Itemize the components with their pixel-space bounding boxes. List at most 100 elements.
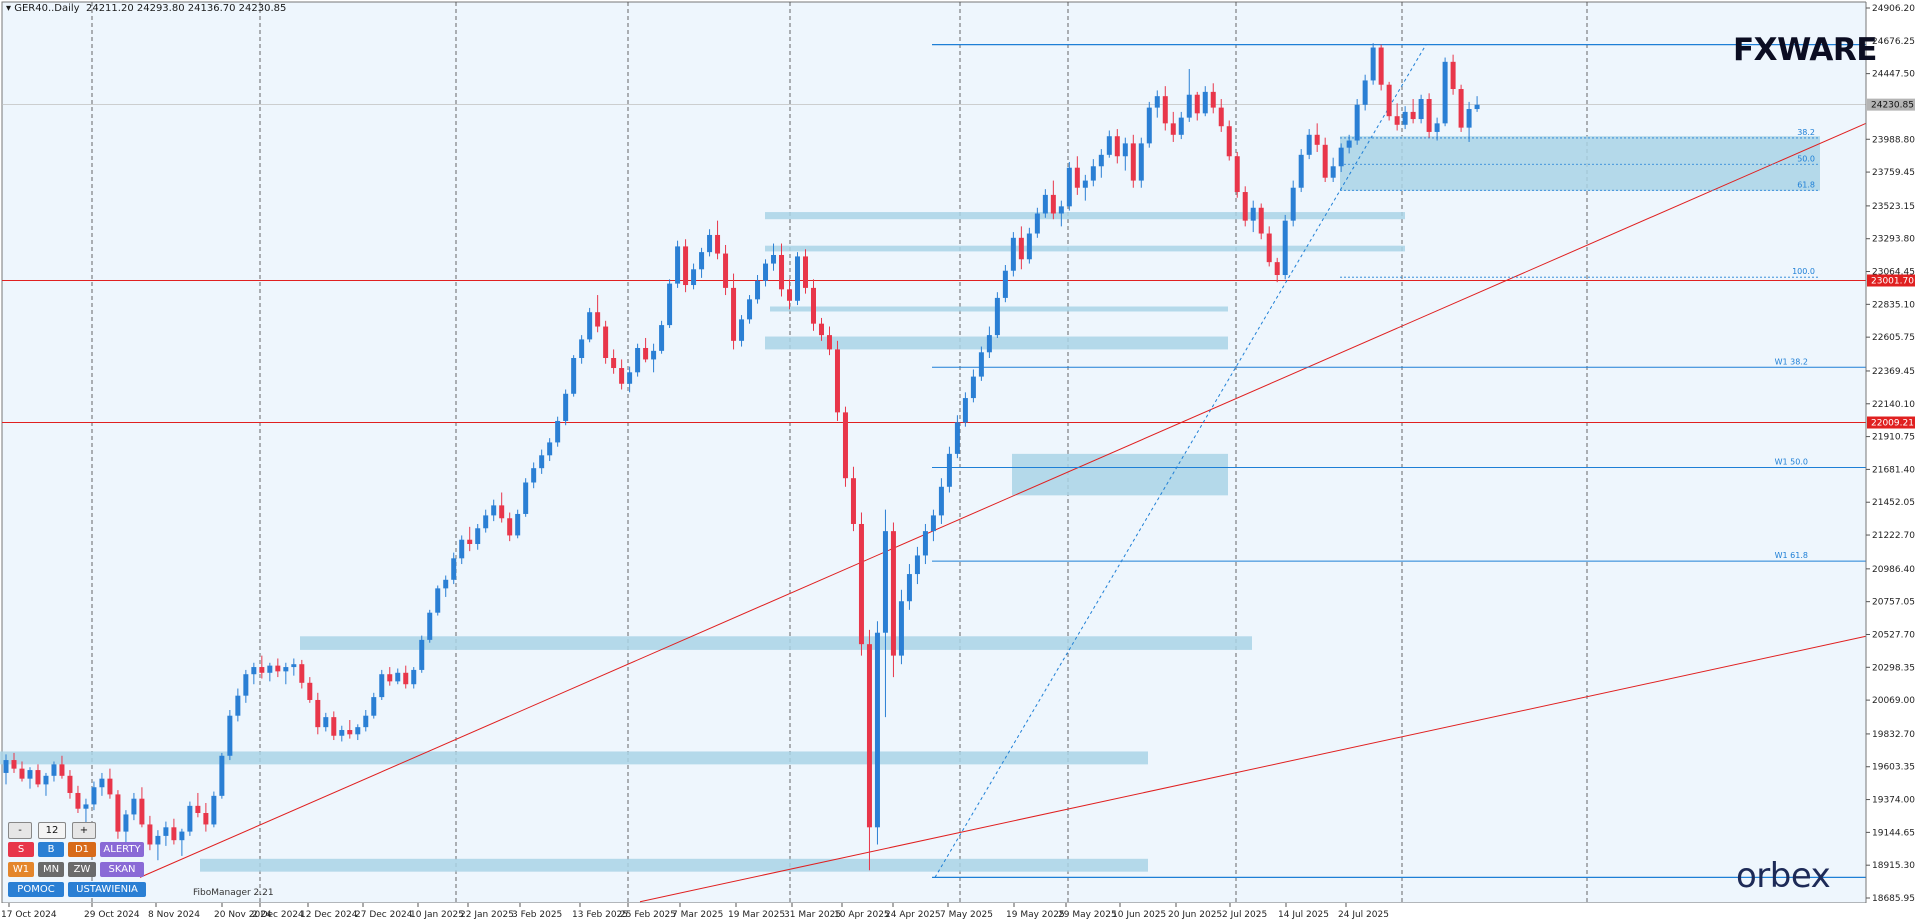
candle-bearish [803,256,808,288]
time-tick-label: 2 Jul 2025 [1222,910,1267,920]
candle-bearish [307,682,313,700]
candle-bullish [443,579,449,589]
candle-bearish [1266,233,1272,263]
w1-button[interactable]: W1 [8,862,34,877]
settings-button[interactable]: USTAWIENIA [68,882,146,897]
price-axis-background [1866,0,1915,922]
candle-bullish [99,778,105,788]
candle-bullish [219,755,225,796]
candle-bearish [171,827,177,841]
candle-bearish [1242,192,1248,221]
candle-bullish [523,482,529,514]
candle-bullish [763,263,769,281]
candle-bullish [1122,143,1128,157]
candle-bullish [1090,166,1096,181]
candle-bearish [1386,84,1392,117]
candle-bullish [635,347,641,373]
candle-bearish [818,323,824,336]
fib-retracement-label: 100.0 [1792,267,1815,276]
plus-button[interactable]: + [72,822,96,839]
price-tick-label: 24906.20 [1872,4,1915,14]
candle-bullish [755,280,761,300]
time-tick-label: 19 May 2025 [1006,910,1065,920]
candle-bearish [115,794,121,832]
candle-bullish [339,730,345,736]
mn-button[interactable]: MN [38,862,64,877]
candle-bearish [1194,94,1200,114]
d1-button[interactable]: D1 [68,842,96,857]
buy-button[interactable]: B [38,842,64,857]
candle-bearish [59,764,65,776]
time-tick-label: 14 Jul 2025 [1278,910,1329,920]
candle-bullish [419,639,425,670]
candle-bearish [11,760,17,769]
candle-bullish [1346,140,1352,148]
candle-bullish [531,468,537,483]
candle-bullish [1362,80,1368,105]
minus-button[interactable]: - [8,822,32,839]
price-tick-label: 19374.00 [1872,796,1915,806]
scan-button[interactable]: SKAN [100,862,144,877]
candle-bearish [595,312,601,327]
candle-bullish [874,632,880,828]
price-tick-label: 23064.45 [1872,268,1915,278]
time-tick-label: 29 May 2025 [1058,910,1117,920]
red-level-tag: 22009.21 [1871,419,1914,429]
candle-bullish [3,760,9,773]
candle-bearish [858,523,864,645]
candle-bullish [491,505,497,516]
price-tick-label: 19603.35 [1872,763,1915,773]
weekly-fib-label: W1 61.8 [1775,551,1808,560]
sell-button[interactable]: S [8,842,34,857]
price-tick-label: 23293.80 [1872,235,1915,245]
candle-bearish [1458,89,1464,128]
time-tick-label: 24 Apr 2025 [885,910,941,920]
candle-bullish [1298,154,1304,188]
candle-bullish [227,715,233,756]
price-tick-label: 22835.10 [1872,300,1915,310]
candle-bullish [882,531,888,633]
time-tick-label: 3 Feb 2025 [512,910,562,920]
candle-bearish [203,813,209,825]
price-tick-label: 23523.15 [1872,202,1915,212]
candle-bearish [1274,262,1280,276]
zw-button[interactable]: ZW [68,862,96,877]
candle-bearish [834,349,840,413]
candle-bearish [1450,61,1456,90]
help-button[interactable]: POMOC [8,882,64,897]
candle-bullish [1434,123,1440,132]
candle-bearish [1226,126,1232,157]
candle-bearish [387,674,393,682]
collapse-arrow-icon[interactable]: ▾ [6,3,15,14]
time-tick-label: 7 Mar 2025 [672,910,723,920]
price-tick-label: 20069.00 [1872,696,1915,706]
time-tick-label: 8 Nov 2024 [148,910,200,920]
candle-bearish [499,505,505,519]
price-tick-label: 21681.40 [1872,465,1915,475]
time-tick-label: 10 Apr 2025 [834,910,890,920]
candle-bearish [1410,111,1416,120]
candle-bullish [946,453,952,487]
candle-bullish [1106,136,1112,155]
candle-bullish [1066,167,1072,207]
candle-bullish [267,665,273,673]
support-resistance-zone [1012,453,1228,496]
candle-bearish [67,775,73,793]
candle-bearish [826,335,832,350]
count-field[interactable]: 12 [38,822,66,839]
candle-bearish [1378,47,1384,85]
candle-bearish [1322,144,1328,178]
candle-bullish [27,770,33,779]
time-tick-label: 10 Jun 2025 [1112,910,1166,920]
candle-bullish [651,350,657,360]
support-resistance-zone [300,636,1252,650]
alerts-button[interactable]: ALERTY [100,842,144,857]
time-tick-label: 27 Dec 2024 [355,910,413,920]
candle-bearish [139,798,145,825]
symbol-name: GER40..Daily [14,3,80,14]
candle-bullish [667,283,673,326]
candle-bullish [243,674,249,696]
candle-bearish [19,768,25,779]
